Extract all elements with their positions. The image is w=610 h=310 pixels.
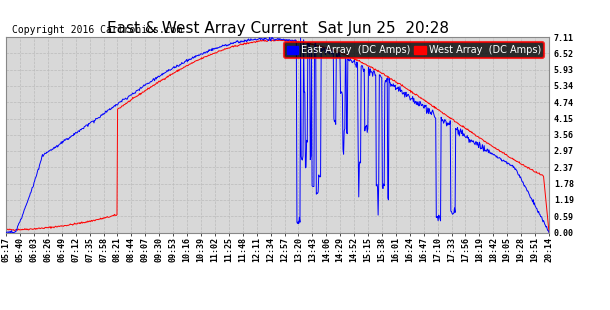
Title: East & West Array Current  Sat Jun 25  20:28: East & West Array Current Sat Jun 25 20:… — [107, 21, 448, 36]
Legend: East Array  (DC Amps), West Array  (DC Amps): East Array (DC Amps), West Array (DC Amp… — [284, 42, 544, 58]
Text: Copyright 2016 Cartronics.com: Copyright 2016 Cartronics.com — [12, 25, 182, 35]
